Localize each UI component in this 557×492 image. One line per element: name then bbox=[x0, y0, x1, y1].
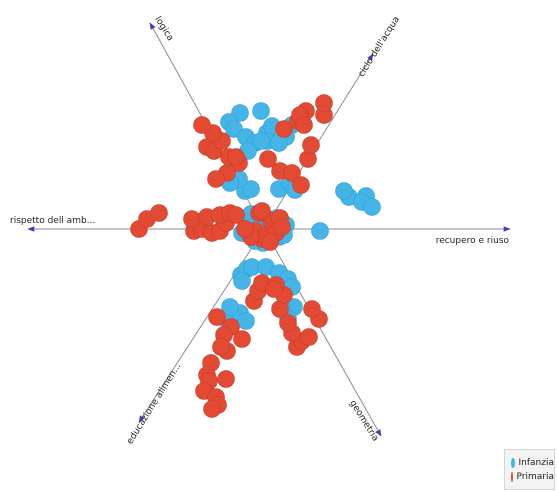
point-primaria-37[interactable] bbox=[227, 206, 245, 224]
axis-label-logica: logica bbox=[152, 15, 175, 43]
legend-label-infanzia: Infanzia bbox=[518, 458, 555, 468]
point-primaria-40[interactable] bbox=[150, 204, 168, 222]
point-primaria-3[interactable] bbox=[233, 330, 251, 348]
point-infanzia-24[interactable] bbox=[363, 198, 381, 216]
point-primaria-5[interactable] bbox=[212, 338, 230, 356]
point-primaria-62[interactable] bbox=[193, 116, 211, 134]
point-primaria-27[interactable] bbox=[265, 280, 283, 298]
legend-label-primaria: Primaria bbox=[516, 472, 554, 482]
legend-item-primaria[interactable]: Primaria bbox=[511, 470, 554, 484]
point-primaria-20[interactable] bbox=[279, 314, 297, 332]
axis-label-ciclo-dell-acqua: ciclo dell'acqua bbox=[357, 15, 402, 79]
points-group bbox=[130, 94, 381, 418]
axis-label-educazione-alimentare: educazione alimen... bbox=[125, 362, 183, 446]
point-primaria-56[interactable] bbox=[207, 170, 225, 188]
point-infanzia-25[interactable] bbox=[335, 182, 353, 200]
point-infanzia-56[interactable] bbox=[221, 298, 239, 316]
axis-label-rispetto-dell-ambiente: rispetto dell amb... bbox=[10, 216, 95, 226]
legend-item-infanzia[interactable]: Infanzia bbox=[511, 456, 554, 470]
point-primaria-0[interactable] bbox=[208, 308, 226, 326]
point-infanzia-49[interactable] bbox=[233, 272, 251, 290]
point-primaria-65[interactable] bbox=[283, 164, 301, 182]
point-primaria-63[interactable] bbox=[227, 148, 245, 166]
point-infanzia-1[interactable] bbox=[252, 102, 270, 120]
point-primaria-18[interactable] bbox=[303, 300, 321, 318]
point-primaria-50[interactable] bbox=[253, 202, 271, 220]
point-primaria-66[interactable] bbox=[292, 176, 310, 194]
point-infanzia-15[interactable] bbox=[242, 180, 260, 198]
axis-label-recupero-e-riuso: recupero e riuso bbox=[436, 236, 510, 246]
point-primaria-70[interactable] bbox=[315, 94, 333, 112]
point-primaria-74[interactable] bbox=[295, 116, 313, 134]
point-primaria-16[interactable] bbox=[300, 328, 318, 346]
point-primaria-53[interactable] bbox=[259, 150, 277, 168]
point-infanzia-44[interactable] bbox=[311, 222, 329, 240]
point-infanzia-13[interactable] bbox=[252, 132, 270, 150]
legend: Infanzia Primaria bbox=[504, 449, 555, 490]
point-primaria-33[interactable] bbox=[183, 210, 201, 228]
point-primaria-12[interactable] bbox=[203, 400, 221, 418]
point-primaria-48[interactable] bbox=[273, 218, 291, 236]
point-infanzia-55[interactable] bbox=[237, 312, 255, 330]
axis-line-5 bbox=[263, 228, 382, 437]
point-primaria-52[interactable] bbox=[236, 220, 254, 238]
legend-swatch-infanzia bbox=[511, 458, 515, 468]
point-primaria-68[interactable] bbox=[302, 136, 320, 154]
point-primaria-75[interactable] bbox=[275, 120, 293, 138]
point-primaria-51[interactable] bbox=[261, 233, 279, 251]
point-primaria-13[interactable] bbox=[217, 370, 235, 388]
legend-swatch-primaria bbox=[511, 472, 513, 482]
